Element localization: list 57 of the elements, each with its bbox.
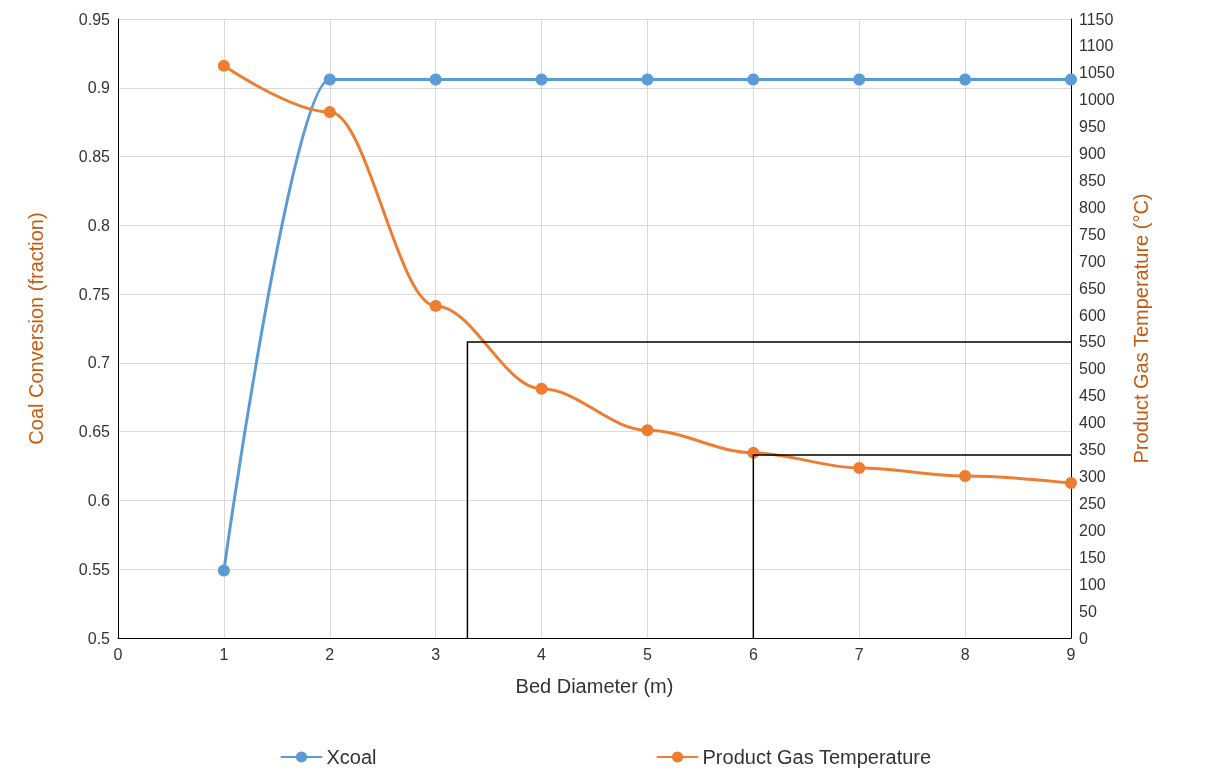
y-tick-label: 0.6 bbox=[87, 491, 111, 509]
y2-tick-label: 350 bbox=[1079, 441, 1106, 459]
y2-tick-label: 1000 bbox=[1079, 91, 1115, 109]
y2-tick-label: 650 bbox=[1079, 279, 1106, 297]
y2-tick-label: 900 bbox=[1079, 145, 1106, 163]
y2-tick-label: 50 bbox=[1079, 602, 1097, 620]
y-tick-label: 0.5 bbox=[87, 629, 111, 647]
legend-label: Product Gas Temperature bbox=[702, 746, 932, 768]
x-tick-label: 7 bbox=[854, 645, 864, 663]
point bbox=[323, 106, 336, 119]
point bbox=[535, 382, 548, 395]
y2-tick-label: 400 bbox=[1079, 414, 1106, 432]
y2-tick-label: 950 bbox=[1079, 118, 1106, 136]
y2-tick-label: 750 bbox=[1079, 225, 1106, 243]
y-tick-label: 0.65 bbox=[78, 423, 111, 441]
y2-tick-label: 1100 bbox=[1079, 37, 1114, 55]
x-tick-label: 2 bbox=[325, 645, 335, 663]
y2-tick-label: 0 bbox=[1079, 629, 1088, 647]
y2-tick-label: 500 bbox=[1079, 360, 1106, 378]
y2-tick-label: 550 bbox=[1079, 333, 1106, 351]
x-tick-label: 9 bbox=[1066, 645, 1076, 663]
y-tick-label: 0.85 bbox=[78, 148, 111, 166]
x-tick-label: 5 bbox=[642, 645, 652, 663]
x-tick-label: 8 bbox=[960, 645, 970, 663]
y2-axis-title: Product Gas Temperature (°C) bbox=[1130, 193, 1152, 464]
y-tick-label: 0.9 bbox=[87, 79, 111, 97]
y2-tick-label: 100 bbox=[1079, 575, 1106, 593]
y-tick-label: 0.75 bbox=[78, 285, 111, 303]
y2-tick-label: 300 bbox=[1079, 468, 1106, 486]
y2-tick-label: 1050 bbox=[1079, 64, 1115, 82]
y2-tick-label: 450 bbox=[1079, 387, 1106, 405]
legend-label: Xcoal bbox=[326, 746, 377, 768]
y2-tick-label: 800 bbox=[1079, 198, 1106, 216]
y2-tick-label: 600 bbox=[1079, 306, 1106, 324]
y2-tick-label: 700 bbox=[1079, 252, 1106, 270]
y2-tick-label: 1150 bbox=[1079, 10, 1114, 28]
y2-tick-label: 850 bbox=[1079, 171, 1106, 189]
y-tick-label: 0.55 bbox=[78, 560, 111, 578]
point bbox=[959, 469, 972, 482]
y2-tick-label: 200 bbox=[1079, 521, 1106, 539]
x-tick-label: 3 bbox=[431, 645, 441, 663]
point bbox=[1065, 476, 1077, 489]
x-tick-label: 1 bbox=[219, 645, 229, 663]
y2-tick-label: 150 bbox=[1079, 548, 1106, 566]
y-tick-label: 0.95 bbox=[78, 10, 111, 28]
y-axis-title: Coal Conversion (fraction) bbox=[25, 212, 47, 445]
x-tick-label: 6 bbox=[748, 645, 758, 663]
x-axis-title: Bed Diameter (m) bbox=[515, 675, 674, 697]
y-tick-label: 0.7 bbox=[87, 354, 111, 372]
x-tick-label: 0 bbox=[113, 645, 123, 663]
x-tick-label: 4 bbox=[537, 645, 547, 663]
point bbox=[853, 461, 866, 474]
point bbox=[217, 59, 230, 72]
y-tick-label: 0.8 bbox=[87, 216, 111, 234]
point bbox=[641, 424, 654, 437]
point bbox=[429, 299, 442, 312]
y2-tick-label: 250 bbox=[1079, 494, 1106, 512]
